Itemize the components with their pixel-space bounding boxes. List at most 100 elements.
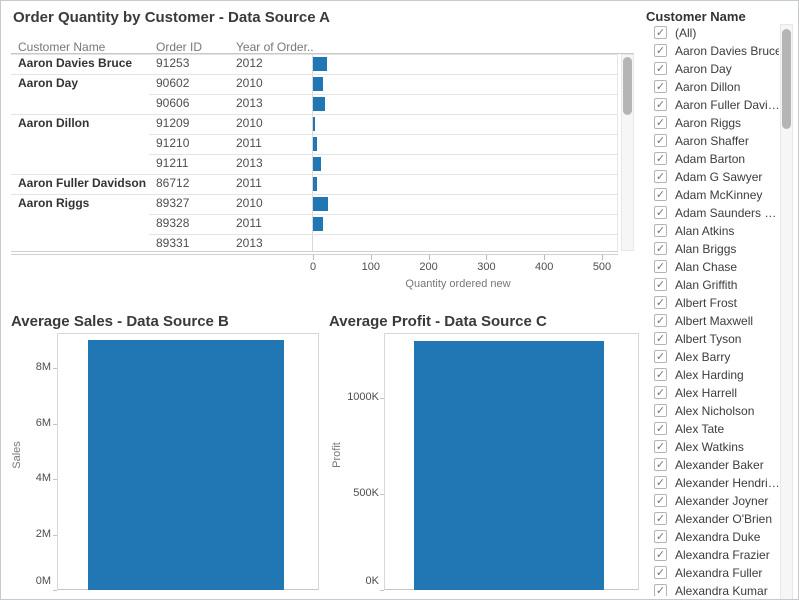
quantity-bar[interactable]	[313, 77, 323, 91]
quantity-bar[interactable]	[313, 117, 315, 131]
filter-checkbox[interactable]: ✓	[654, 368, 667, 381]
filter-checkbox[interactable]: ✓	[654, 44, 667, 57]
quantity-bar[interactable]	[313, 157, 321, 171]
filter-checkbox[interactable]: ✓	[654, 422, 667, 435]
filter-item[interactable]: ✓ Alexandra Fuller	[645, 564, 779, 582]
filter-checkbox[interactable]: ✓	[654, 224, 667, 237]
table-scrollbar-thumb[interactable]	[623, 57, 632, 115]
filter-item[interactable]: ✓ Alexandra Kumar	[645, 582, 779, 596]
filter-checkbox[interactable]: ✓	[654, 152, 667, 165]
filter-item[interactable]: ✓ Aaron Fuller Davi…	[645, 96, 779, 114]
filter-item[interactable]: ✓ Alexandra Duke	[645, 528, 779, 546]
filter-item[interactable]: ✓ Alexander Baker	[645, 456, 779, 474]
filter-checkbox[interactable]: ✓	[654, 62, 667, 75]
filter-scrollbar-thumb[interactable]	[782, 29, 791, 129]
filter-checkbox[interactable]: ✓	[654, 278, 667, 291]
quantity-bar[interactable]	[313, 97, 326, 111]
axis-tick	[486, 255, 488, 260]
profit-bar[interactable]	[414, 340, 604, 590]
filter-checkbox[interactable]: ✓	[654, 548, 667, 561]
filter-checkbox[interactable]: ✓	[654, 314, 667, 327]
column-header-order-id[interactable]: Order ID	[156, 40, 203, 54]
filter-item[interactable]: ✓ Albert Frost	[645, 294, 779, 312]
filter-item[interactable]: ✓ Alan Atkins	[645, 222, 779, 240]
column-header-year[interactable]: Year of Order..	[236, 40, 314, 54]
filter-scrollbar-track[interactable]	[780, 24, 793, 599]
column-header-customer-name[interactable]: Customer Name	[18, 40, 106, 54]
filter-checkbox[interactable]: ✓	[654, 116, 667, 129]
filter-checkbox[interactable]: ✓	[654, 242, 667, 255]
table-scrollbar-track[interactable]	[621, 54, 634, 251]
filter-item[interactable]: ✓ Alex Nicholson	[645, 402, 779, 420]
filter-item[interactable]: ✓ Alan Chase	[645, 258, 779, 276]
filter-item[interactable]: ✓ Albert Maxwell	[645, 312, 779, 330]
quantity-bar[interactable]	[313, 217, 324, 231]
checkmark-icon: ✓	[655, 99, 666, 111]
filter-item[interactable]: ✓ Alan Griffith	[645, 276, 779, 294]
filter-checkbox[interactable]: ✓	[654, 458, 667, 471]
filter-item[interactable]: ✓ Aaron Day	[645, 60, 779, 78]
filter-item[interactable]: ✓ Alexander O'Brien	[645, 510, 779, 528]
filter-checkbox[interactable]: ✓	[654, 350, 667, 363]
filter-checkbox[interactable]: ✓	[654, 584, 667, 596]
filter-checkbox[interactable]: ✓	[654, 80, 667, 93]
filter-item-label: Alex Harrell	[675, 386, 738, 400]
filter-item[interactable]: ✓ Alex Tate	[645, 420, 779, 438]
filter-item[interactable]: ✓ Alexander Joyner	[645, 492, 779, 510]
filter-item-label: Aaron Shaffer	[675, 134, 749, 148]
checkmark-icon: ✓	[655, 315, 666, 327]
filter-checkbox[interactable]: ✓	[654, 260, 667, 273]
filter-item[interactable]: ✓ Aaron Shaffer	[645, 132, 779, 150]
filter-checkbox[interactable]: ✓	[654, 134, 667, 147]
filter-checkbox[interactable]: ✓	[654, 296, 667, 309]
filter-checkbox[interactable]: ✓	[654, 512, 667, 525]
filter-checkbox[interactable]: ✓	[654, 476, 667, 489]
filter-item[interactable]: ✓ Aaron Davies Bruce	[645, 42, 779, 60]
quantity-bar[interactable]	[313, 57, 328, 71]
filter-item[interactable]: ✓ Alan Briggs	[645, 240, 779, 258]
filter-item[interactable]: ✓ Adam McKinney	[645, 186, 779, 204]
filter-checkbox[interactable]: ✓	[654, 386, 667, 399]
filter-item[interactable]: ✓ Adam Barton	[645, 150, 779, 168]
filter-checkbox[interactable]: ✓	[654, 332, 667, 345]
order-id-cell: 89327	[156, 196, 190, 210]
order-year-cell: 2013	[236, 236, 263, 250]
pane-right-border	[617, 54, 618, 251]
filter-item[interactable]: ✓ Alex Harrell	[645, 384, 779, 402]
order-year-cell: 2010	[236, 196, 263, 210]
filter-checkbox[interactable]: ✓	[654, 530, 667, 543]
quantity-bar[interactable]	[313, 177, 317, 191]
checkmark-icon: ✓	[655, 351, 666, 363]
quantity-bar[interactable]	[313, 137, 317, 151]
order-id-cell: 90602	[156, 76, 190, 90]
filter-checkbox[interactable]: ✓	[654, 26, 667, 39]
sales-bar[interactable]	[88, 340, 284, 590]
filter-item[interactable]: ✓ Aaron Riggs	[645, 114, 779, 132]
pane-end-line	[11, 254, 618, 255]
customer-name-cell: Aaron Day	[18, 76, 79, 90]
filter-item[interactable]: ✓ Alex Harding	[645, 366, 779, 384]
axis-tick	[380, 398, 384, 400]
filter-checkbox[interactable]: ✓	[654, 494, 667, 507]
filter-item[interactable]: ✓ Adam G Sawyer	[645, 168, 779, 186]
filter-checkbox[interactable]: ✓	[654, 206, 667, 219]
filter-item[interactable]: ✓ Aaron Dillon	[645, 78, 779, 96]
filter-item[interactable]: ✓ Alexander Hendri…	[645, 474, 779, 492]
filter-checkbox[interactable]: ✓	[654, 188, 667, 201]
axis-tick	[428, 255, 430, 260]
filter-checkbox[interactable]: ✓	[654, 566, 667, 579]
filter-item[interactable]: ✓ (All)	[645, 24, 779, 42]
filter-item[interactable]: ✓ Adam Saunders …	[645, 204, 779, 222]
axis-tick	[313, 255, 314, 260]
checkmark-icon: ✓	[655, 135, 666, 147]
filter-item[interactable]: ✓ Alexandra Frazier	[645, 546, 779, 564]
quantity-bar[interactable]	[313, 197, 328, 211]
filter-checkbox[interactable]: ✓	[654, 404, 667, 417]
filter-checkbox[interactable]: ✓	[654, 98, 667, 111]
filter-item[interactable]: ✓ Albert Tyson	[645, 330, 779, 348]
filter-checkbox[interactable]: ✓	[654, 170, 667, 183]
filter-checkbox[interactable]: ✓	[654, 440, 667, 453]
checkmark-icon: ✓	[655, 441, 666, 453]
filter-item[interactable]: ✓ Alex Barry	[645, 348, 779, 366]
filter-item[interactable]: ✓ Alex Watkins	[645, 438, 779, 456]
